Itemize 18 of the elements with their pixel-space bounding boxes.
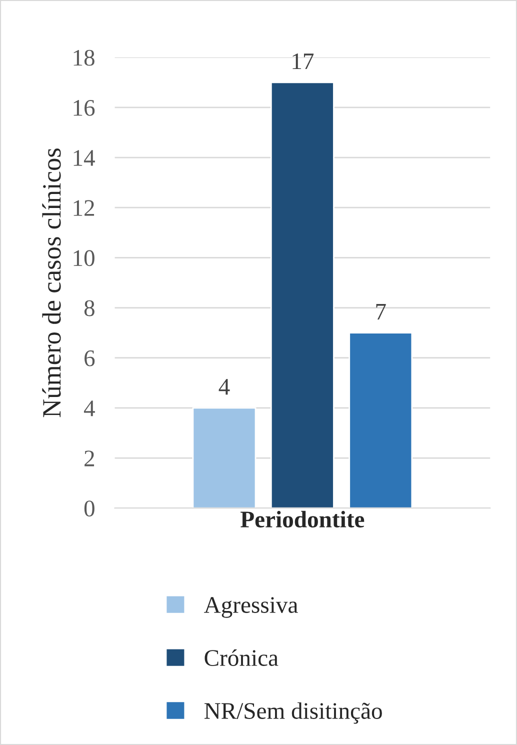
- y-tick-label: 0: [84, 500, 94, 517]
- y-tick-label: 4: [84, 400, 95, 416]
- legend-label: NR/Sem disitinção: [204, 702, 382, 724]
- y-tick-label: 12: [74, 200, 94, 216]
- y-tick-label: 16: [74, 100, 95, 116]
- y-axis-title: Número de casos clínicos: [42, 148, 61, 418]
- legend-label: Crónica: [204, 649, 278, 666]
- data-label: 4: [218, 379, 230, 395]
- data-label: 7: [376, 304, 386, 320]
- y-tick-label: 10: [74, 250, 94, 266]
- y-tick-label: 2: [84, 450, 94, 466]
- y-tick-label: 8: [84, 300, 94, 316]
- data-label: 17: [292, 53, 314, 70]
- y-tick-label: 18: [74, 50, 94, 66]
- legend-label: Agressiva: [204, 597, 298, 618]
- x-axis-title: Periodontite: [240, 510, 364, 528]
- y-tick-label: 6: [84, 350, 95, 366]
- y-tick-label: 14: [74, 150, 95, 166]
